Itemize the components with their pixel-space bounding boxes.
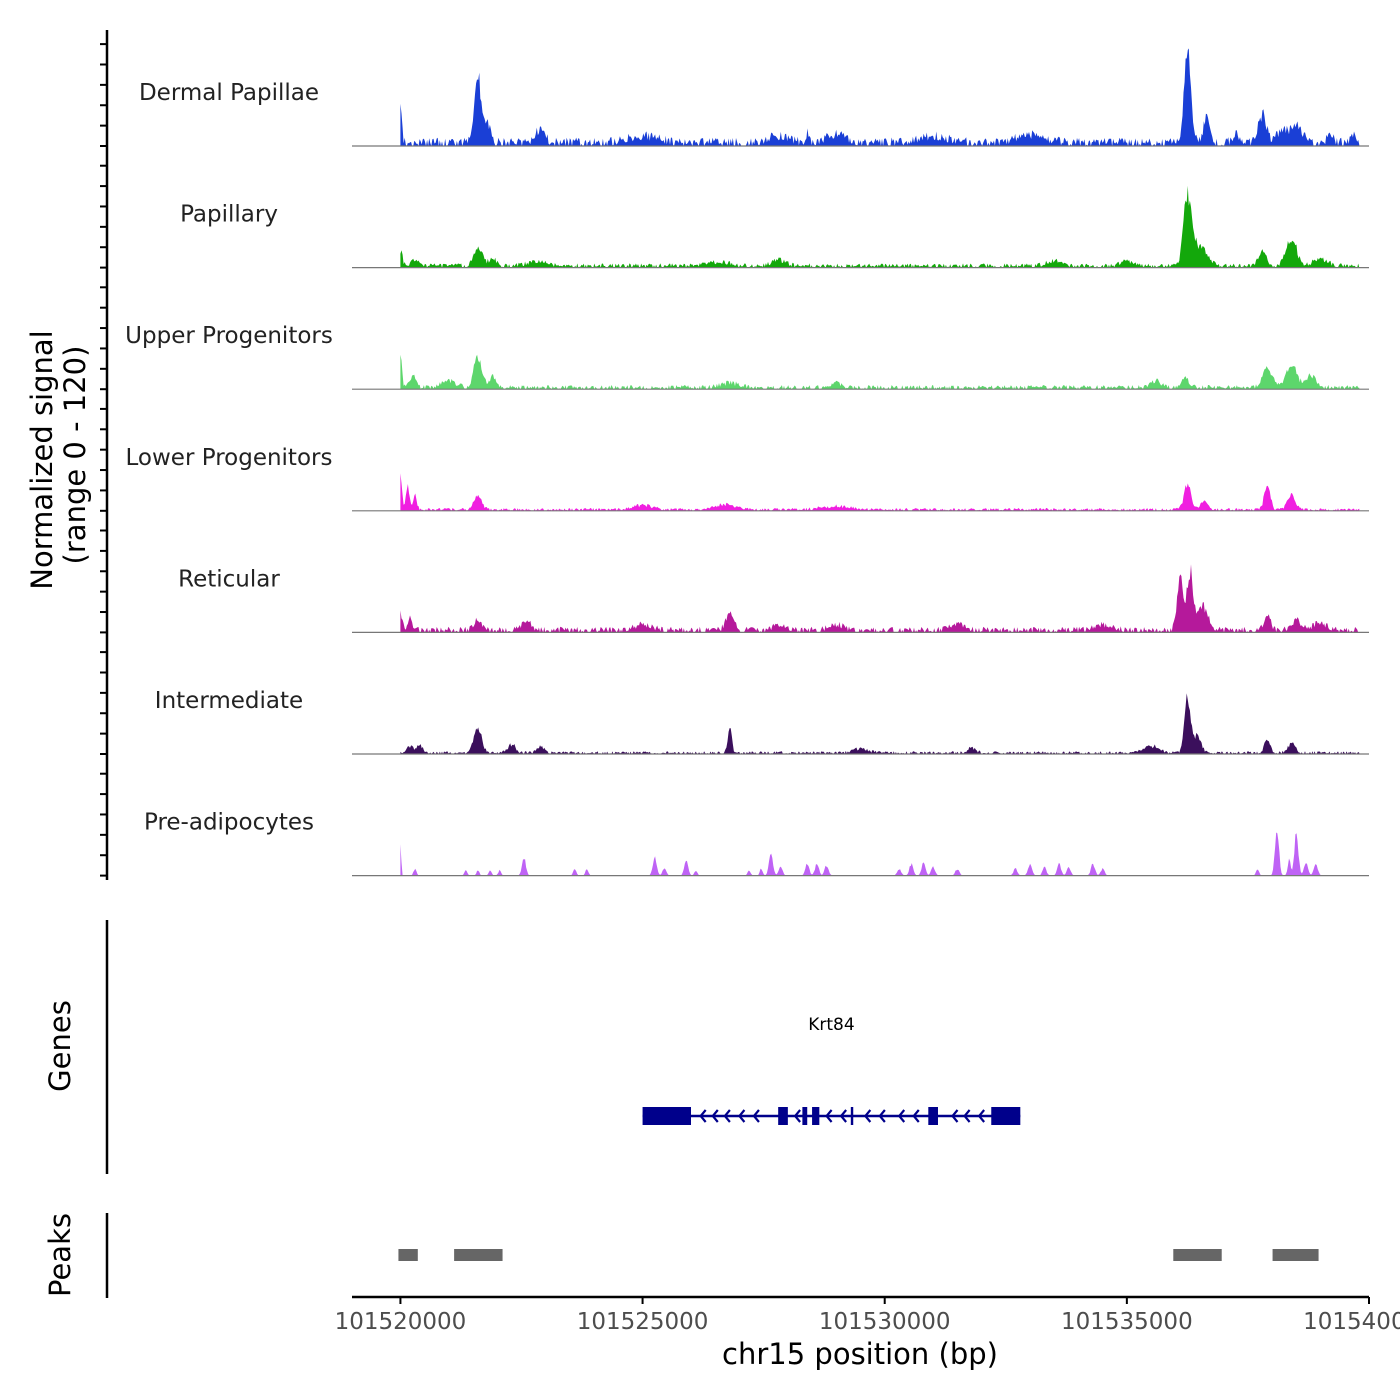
gene-exon (802, 1107, 808, 1125)
y-axis-title-line1: Normalized signal (25, 330, 59, 589)
gene-name-label: Krt84 (808, 1015, 854, 1035)
coverage-tracks: Dermal Papillae Papillary Upper Progenitor… (125, 48, 1369, 877)
track-label: Lower Progenitors (126, 445, 333, 471)
peak-region (1272, 1249, 1319, 1261)
gene-exon (778, 1107, 788, 1125)
gene-track: Krt84 (642, 1015, 1021, 1125)
track-pre-adipocytes: Pre-adipocytes (144, 810, 1369, 877)
coverage-area (400, 564, 1360, 633)
strand-arrow (977, 1109, 985, 1123)
track-upper-progenitors: Upper Progenitors (125, 323, 1369, 390)
strand-arrow (825, 1109, 833, 1123)
y-axis-title-line2: (range 0 - 120) (58, 346, 92, 565)
strand-arrow (878, 1109, 886, 1123)
track-label: Papillary (180, 202, 278, 228)
track-reticular: Reticular (178, 564, 1369, 634)
peaks-track-label: Peaks (43, 1213, 77, 1297)
strand-arrow (963, 1109, 971, 1123)
strand-arrow (839, 1109, 847, 1123)
strand-arrow (737, 1109, 746, 1123)
coverage-y-ticks (100, 43, 107, 877)
track-papillary: Papillary (180, 185, 1369, 269)
x-tick-label: 101525000 (577, 1309, 709, 1335)
track-label: Dermal Papillae (139, 80, 319, 106)
strand-arrow (951, 1109, 959, 1123)
x-axis-title: chr15 position (bp) (722, 1337, 998, 1371)
track-dermal-papillae: Dermal Papillae (139, 48, 1369, 147)
strand-arrow (723, 1109, 731, 1123)
gene-exon (850, 1107, 854, 1125)
gene-model: Krt84 (642, 1015, 1021, 1125)
coverage-area (400, 185, 1360, 268)
x-tick-label: 101540000 (1303, 1309, 1400, 1335)
coverage-area (400, 473, 1360, 511)
y-axis-title: Normalized signal (range 0 - 120) (25, 330, 92, 589)
strand-arrow (912, 1109, 920, 1123)
peak-region (1173, 1249, 1222, 1261)
gene-exon (642, 1107, 691, 1125)
track-intermediate: Intermediate (155, 688, 1369, 755)
track-label: Upper Progenitors (125, 323, 333, 349)
strand-arrow (752, 1109, 760, 1123)
x-axis-ticks: 101520000 101525000 101530000 101535000 1015… (335, 1297, 1400, 1335)
x-tick-label: 101530000 (819, 1309, 951, 1335)
peak-region (398, 1249, 418, 1261)
gene-exon (812, 1107, 820, 1125)
track-label: Pre-adipocytes (144, 810, 314, 836)
gene-exon (991, 1107, 1021, 1125)
x-tick-label: 101520000 (335, 1309, 467, 1335)
coverage-area (400, 693, 1360, 754)
strand-arrow (699, 1109, 707, 1123)
track-lower-progenitors: Lower Progenitors (126, 445, 1369, 512)
track-label: Intermediate (155, 688, 303, 714)
x-tick-label: 101535000 (1061, 1309, 1193, 1335)
coverage-area (400, 832, 1360, 876)
coverage-area (400, 354, 1360, 390)
strand-arrow (897, 1109, 906, 1123)
coverage-area (400, 48, 1360, 146)
peaks-track (398, 1249, 1319, 1261)
peak-region (454, 1249, 503, 1261)
genes-track-label: Genes (43, 1000, 77, 1092)
track-label: Reticular (178, 566, 280, 592)
strand-arrow (793, 1109, 801, 1123)
strand-arrow (711, 1109, 719, 1123)
gene-exon (928, 1107, 938, 1125)
strand-arrow (863, 1109, 872, 1123)
